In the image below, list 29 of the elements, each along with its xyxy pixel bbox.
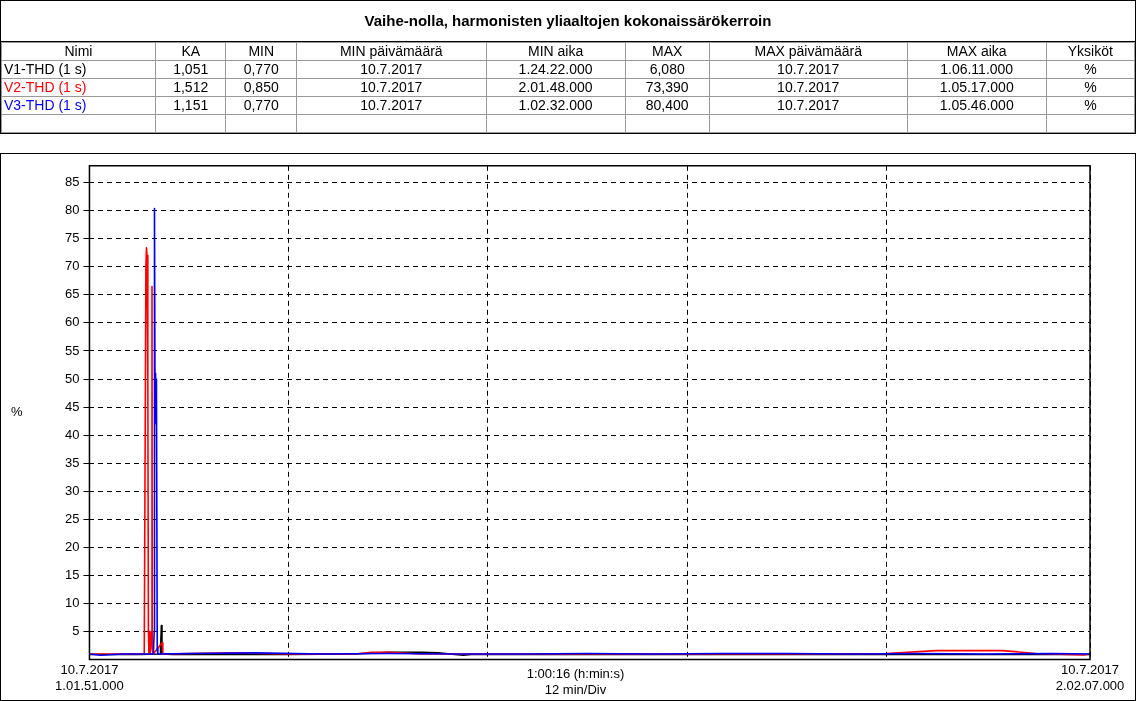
text: V3-THD (1 s)	[1, 96, 156, 115]
text: Nimi KA MIN MIN päivämäärä MIN aika MAX MAX päivämäärä MAX aika Yksiköt	[64, 43, 1113, 59]
y-tick-label: 20	[64, 538, 80, 554]
x-tick-label: 10.7.2017 1.01.51.000	[55, 661, 124, 693]
y-tick-label: 75	[64, 230, 80, 246]
y-tick-label: 45	[64, 398, 80, 414]
y-tick-label: 85	[64, 174, 80, 190]
y-tick-label: 25	[64, 510, 80, 526]
text: 1,512 0,850 10.7.2017 2.01.48.000 73,390 10.7.2017 1.05.17.000 %	[173, 79, 1097, 95]
y-tick-label: 60	[64, 314, 80, 330]
x-axis-title: 1:00:16 (h:min:s) 12 min/Div	[526, 666, 625, 697]
y-tick-label: 65	[64, 286, 80, 302]
y-tick-label: 10	[64, 595, 80, 611]
y-tick-label: 40	[64, 426, 80, 442]
y-axis-title: %	[11, 404, 23, 420]
chart-title: Vaihe-nolla, harmonisten yliaaltojen kokonaissärökerroin	[1, 1, 1135, 42]
y-tick-label: 15	[64, 567, 80, 583]
y-tick-label: 55	[64, 342, 80, 358]
x-tick-label: 10.7.2017 2.02.07.000	[1055, 661, 1125, 693]
text: 1,151 0,770 10.7.2017 1.02.32.000 80,400 10.7.2017 1.05.46.000 %	[173, 97, 1097, 113]
text: V2-THD (1 s)	[1, 78, 156, 97]
y-tick-label: 80	[64, 202, 80, 218]
text: V1-THD (1 s)	[1, 60, 156, 79]
text: 1,051 0,770 10.7.2017 1.24.22.000 6,080 10.7.2017 1.06.11.000 %	[173, 61, 1097, 77]
y-tick-label: 35	[64, 454, 80, 470]
y-tick-label: 30	[64, 482, 80, 498]
y-tick-label: 50	[64, 370, 80, 386]
y-tick-label: 70	[64, 258, 80, 274]
y-tick-label: 5	[72, 623, 80, 639]
